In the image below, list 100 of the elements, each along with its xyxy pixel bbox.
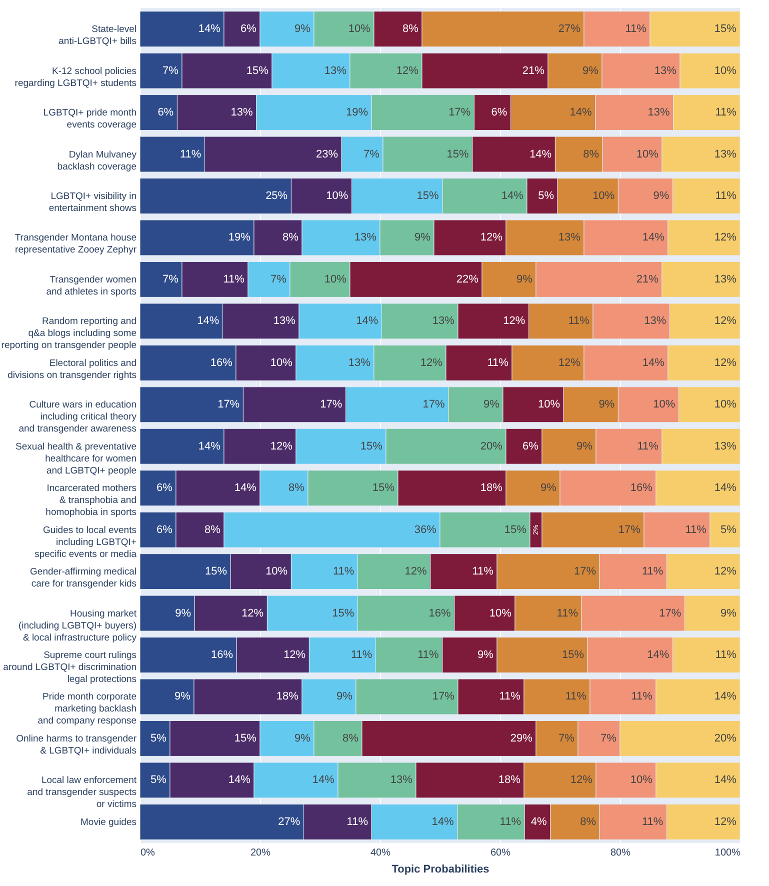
data-label: 8% <box>282 232 299 244</box>
data-label: 13% <box>654 64 677 77</box>
data-label: 13% <box>324 64 347 77</box>
data-label: 9% <box>598 398 615 411</box>
data-label: 14% <box>714 482 737 494</box>
data-label: 13% <box>558 232 581 244</box>
data-label: 5% <box>538 190 554 202</box>
data-label: 12% <box>503 315 526 328</box>
data-label: 13% <box>432 315 455 328</box>
data-label: 6% <box>156 482 173 494</box>
data-label: 13% <box>648 106 670 119</box>
y-tick-label: Transgender women and athletes in sports <box>46 274 137 298</box>
data-label: 17% <box>320 398 342 411</box>
data-label: 14% <box>432 816 454 828</box>
data-label: 9% <box>175 607 192 620</box>
data-label: 15% <box>372 482 395 494</box>
data-label: 12% <box>270 440 293 452</box>
data-label: 6% <box>240 23 257 36</box>
data-label: 13% <box>714 148 737 160</box>
data-label: 17% <box>659 607 682 620</box>
y-tick-label: Local law enforcement and transgender suspects or victims <box>27 775 137 810</box>
data-label: 10% <box>270 356 293 369</box>
data-label: 9% <box>336 690 353 703</box>
data-label: 17% <box>218 398 240 411</box>
data-label: 29% <box>510 732 533 744</box>
data-label: 10% <box>348 23 371 36</box>
data-label: 13% <box>230 106 254 119</box>
data-label: 27% <box>558 23 581 36</box>
data-label: 16% <box>210 649 234 662</box>
data-label: 11% <box>637 440 659 452</box>
data-label: 5% <box>150 732 167 744</box>
data-label: 13% <box>390 774 413 786</box>
data-label: 11% <box>472 566 494 578</box>
data-label: 11% <box>346 816 368 828</box>
data-label: 10% <box>538 398 560 411</box>
x-tick-label: 60% <box>490 848 511 858</box>
data-label: 13% <box>273 315 296 328</box>
data-label: 27% <box>278 816 300 828</box>
data-label: 17% <box>432 690 455 703</box>
data-label: 14% <box>714 690 737 703</box>
data-label: 21% <box>522 64 545 77</box>
data-label: 13% <box>348 356 371 369</box>
data-label: 9% <box>576 440 593 452</box>
data-label: 11% <box>180 148 202 160</box>
x-tick-label: 0% <box>140 848 156 858</box>
data-label: 11% <box>223 273 245 286</box>
data-label: 15% <box>562 649 584 662</box>
data-label: 9% <box>720 607 737 620</box>
data-label: 12% <box>714 816 737 828</box>
y-tick-label: Sexual health & preventative healthcare for women and LGBTQI+ people <box>16 441 136 476</box>
x-tick-label: 100% <box>714 848 741 858</box>
data-label: 9% <box>582 64 599 77</box>
data-label: 11% <box>568 315 590 328</box>
data-label: 19% <box>346 106 368 119</box>
data-label: 15% <box>246 64 269 77</box>
data-label: 10% <box>326 190 348 202</box>
data-label: 11% <box>332 566 354 578</box>
y-tick-label: Gender-affirming medical care for transgender kids <box>30 566 137 590</box>
data-label: 14% <box>714 774 737 786</box>
data-label: 14% <box>197 315 220 328</box>
data-label: 11% <box>642 816 664 828</box>
data-label: 20% <box>480 440 503 452</box>
data-label: 9% <box>540 482 557 494</box>
data-label: 5% <box>720 524 737 536</box>
data-label: 9% <box>294 23 311 36</box>
data-label: 16% <box>428 607 452 620</box>
data-label: 14% <box>198 23 221 36</box>
data-label: 12% <box>284 649 306 662</box>
data-label: 6% <box>522 440 539 452</box>
data-label: 11% <box>418 649 440 662</box>
data-label: 6% <box>156 524 173 536</box>
data-label: 14% <box>642 356 665 369</box>
data-label: 15% <box>332 607 354 620</box>
data-label: 8% <box>288 482 305 494</box>
data-label: 11% <box>715 649 737 662</box>
data-label: 11% <box>625 23 647 36</box>
data-label: 14% <box>356 315 378 328</box>
data-label: 11% <box>715 106 737 119</box>
data-label: 15% <box>504 524 527 536</box>
y-tick-label: Housing market (including LGBTQI+ buyers) & local infrastructure policy <box>18 608 137 644</box>
y-tick-label: Pride month corporate marketing backlash and company response <box>38 692 136 727</box>
y-tick-label: LGBTQI+ visibility in entertainment shows <box>48 190 137 214</box>
data-label: 9% <box>294 732 311 744</box>
y-tick-label: K-12 school policies regarding LGBTQI+ students <box>14 66 137 89</box>
data-label: 11% <box>631 690 653 703</box>
data-label: 6% <box>158 106 174 119</box>
data-label: 11% <box>499 690 521 703</box>
y-tick-label: State-level anti-LGBTQI+ bills <box>58 24 137 48</box>
data-label: 8% <box>204 524 221 536</box>
data-label: 12% <box>420 356 443 369</box>
y-tick-label: Random reporting and q&a blogs including some reporting on transgender people <box>1 316 136 352</box>
data-label: 10% <box>653 398 676 411</box>
data-label: 12% <box>570 774 593 786</box>
x-axis-title: Topic Probabilities <box>392 864 490 876</box>
data-label: 14% <box>234 482 257 494</box>
data-label: 12% <box>714 566 737 578</box>
data-label: 11% <box>642 566 664 578</box>
data-label: 15% <box>446 148 470 160</box>
data-label: 8% <box>580 816 596 828</box>
data-label: 7% <box>162 64 179 77</box>
